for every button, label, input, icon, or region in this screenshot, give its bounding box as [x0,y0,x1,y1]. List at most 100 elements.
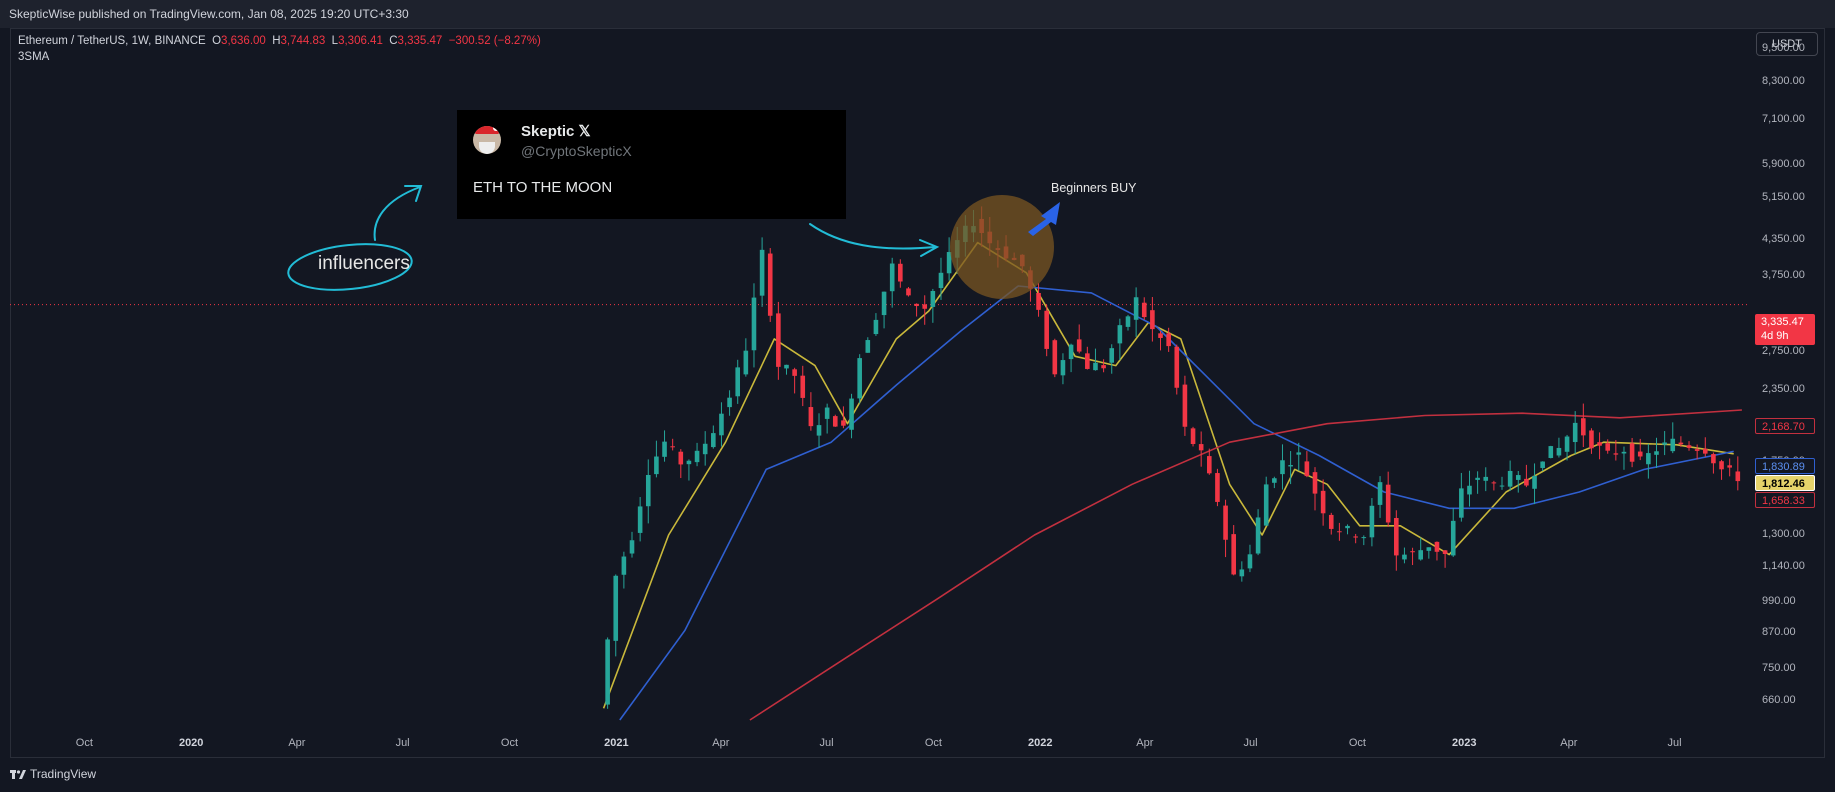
candle-body [613,575,619,641]
candle [621,551,627,589]
pointing-arrow-icon [809,223,940,257]
candle-body [1524,478,1529,486]
candle [1223,499,1228,558]
candle-body [654,456,659,475]
candle-body [1263,484,1269,526]
candle [800,365,806,407]
x-tick-label: Jul [1243,737,1258,749]
candle [1117,318,1123,361]
candle [1670,422,1676,454]
candle [1133,287,1139,337]
candle [1556,437,1562,458]
top-bar: SkepticWise published on TradingView.com… [0,0,1835,28]
candle [1304,451,1310,478]
influencers-circle [287,243,413,291]
y-tick-label: 2,350.00 [1762,383,1805,396]
candle [645,459,651,524]
candle [1581,403,1586,448]
candle [1418,537,1424,561]
candle-body [1581,418,1586,436]
candle-body [1198,444,1204,451]
y-tick-label: 4,350.00 [1762,232,1805,245]
candle-body [1182,384,1188,427]
y-tick-label: 990.00 [1762,594,1796,607]
candle-body [857,358,862,399]
candle-body [946,252,952,274]
candle-body [906,288,911,296]
candle-body [1686,445,1692,448]
tweet-text: ETH TO THE MOON [473,179,613,196]
candle-body [1288,465,1293,467]
x-tick-label: Oct [75,737,93,749]
tweet-author: Skeptic 𝕏 [521,123,591,140]
candle-body [1654,451,1659,455]
candle-body [1507,470,1513,487]
candle-body [1036,293,1041,310]
candle [1255,509,1261,556]
candle [654,440,659,478]
high-label: H [272,35,281,47]
indicator-label[interactable]: 3SMA [18,51,50,63]
currency-button[interactable]: USDT [1756,32,1818,56]
candle-body [1174,346,1180,388]
candle-body [686,460,692,465]
candle [1198,431,1204,467]
candle [824,403,830,434]
candle [1605,439,1611,454]
tradingview-logo-text[interactable]: TradingView [30,767,97,781]
candle [1215,468,1220,507]
candle [1369,498,1375,547]
santa-avatar-icon [473,126,501,154]
candle-body [1711,454,1716,464]
candle [1044,304,1049,357]
candle-body [1239,569,1245,577]
candle [1694,444,1700,460]
candle-body [1076,339,1082,352]
candle-body [1296,452,1302,455]
candle [1036,282,1041,317]
candle-body [1499,485,1505,487]
sma-fast-line [602,241,1734,709]
candle-body [1125,316,1131,327]
candle-body [1678,442,1684,445]
candle [1361,535,1367,546]
candle [792,367,797,394]
chart-frame[interactable] [10,28,1825,758]
candle-body [727,397,732,408]
candle [1247,544,1253,573]
candle-body [1231,534,1236,575]
candle-body [930,290,936,307]
candle-body [1141,302,1147,318]
candle [1621,446,1627,470]
candle-body [832,416,838,427]
candle-body [694,450,700,463]
candle [1320,479,1326,526]
candle [1572,411,1578,455]
x-tick-label: Apr [1136,737,1154,749]
y-tick-label: 8,300.00 [1762,74,1805,87]
candle [1076,324,1082,354]
candle [1491,480,1497,491]
symbol-title[interactable]: Ethereum / TetherUS, 1W, BINANCE [18,35,206,47]
candle [727,390,732,416]
candle [1662,431,1667,456]
candle-body [1548,446,1554,458]
candle [1711,452,1716,474]
candle-body [1613,453,1619,455]
candle-body [1605,443,1611,451]
candle-body [1418,550,1424,560]
candle-body [1158,333,1163,338]
candle-body [938,272,944,289]
candle-body [889,263,895,292]
candle [613,574,619,657]
candle-body [1532,475,1537,489]
x-tick-label: Oct [500,737,519,749]
candle [922,295,928,325]
candle [906,287,911,297]
tradingview-logo-icon [10,770,26,779]
candle [1532,463,1537,505]
candle [776,301,781,380]
candle [1434,541,1440,561]
candle-body [922,304,928,309]
